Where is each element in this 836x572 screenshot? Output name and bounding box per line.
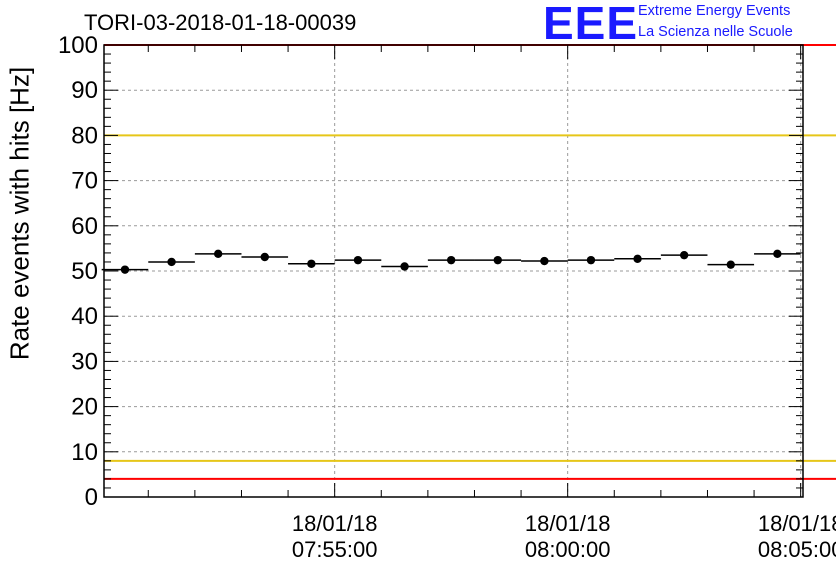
x-tick-label-date: 18/01/18 [758,511,836,536]
data-series [101,249,801,274]
data-point [493,255,502,265]
x-tick-label-time: 08:05:00 [758,537,836,562]
data-point [446,255,456,265]
data-point [120,265,130,274]
eee-logo: EEE [543,0,639,49]
y-tick-label: 100 [58,32,98,59]
data-point [540,256,549,266]
data-point [260,252,269,262]
y-tick-label: 20 [71,394,98,421]
reference-lines [104,44,836,480]
data-point [726,260,735,269]
y-tick-label: 0 [85,484,98,511]
logo-subtitle-2: La Scienza nelle Scuole [638,24,793,40]
y-tick-label: 10 [71,439,98,466]
data-point [167,257,176,267]
x-tick-label-date: 18/01/18 [525,511,611,536]
data-point [773,249,782,259]
y-tick-labels: 0 10 20 30 40 50 60 70 80 90 100 [58,32,98,511]
axis-ticks [104,44,803,498]
y-tick-label: 90 [71,77,98,104]
logo-subtitle-1: Extreme Energy Events [638,3,791,19]
data-point [633,254,642,263]
data-point [586,255,596,265]
y-tick-label: 70 [71,168,98,195]
y-tick-label: 40 [71,303,98,330]
chart-title: TORI-03-2018-01-18-00039 [84,10,357,35]
data-point [353,255,363,265]
data-point [213,249,223,259]
x-tick-label-time: 07:55:00 [292,537,378,562]
x-tick-labels: 18/01/1807:55:0018/01/1808:00:0018/01/18… [292,511,836,562]
x-tick-label-time: 08:00:00 [525,537,611,562]
y-tick-label: 30 [71,348,98,375]
data-point [307,259,316,268]
data-point [679,250,689,260]
y-tick-label: 60 [71,213,98,240]
x-tick-label-date: 18/01/18 [292,511,378,536]
y-tick-label: 50 [71,258,98,285]
grid-lines [104,45,803,497]
y-tick-label: 80 [71,122,98,149]
data-point [400,262,409,271]
